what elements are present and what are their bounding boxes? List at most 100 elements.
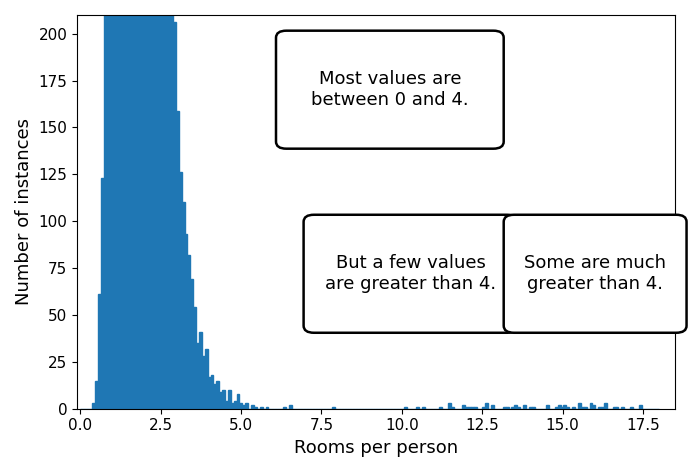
Bar [234,401,237,409]
Bar [462,405,465,409]
Bar [566,407,569,409]
Bar [104,0,106,409]
Bar [228,390,230,409]
Bar [532,407,535,409]
Bar [181,202,184,409]
Bar [482,407,485,409]
Bar [630,407,633,409]
Text: Most values are
between 0 and 4.: Most values are between 0 and 4. [311,70,469,109]
Bar [465,407,468,409]
Bar [245,403,248,409]
Bar [167,0,170,409]
Bar [127,0,130,409]
Bar [202,356,205,409]
Bar [130,0,132,409]
Bar [92,403,95,409]
Bar [199,332,202,409]
Bar [118,0,121,409]
Bar [138,0,141,409]
Bar [193,307,196,409]
Bar [416,407,419,409]
Bar [161,0,164,409]
Bar [213,384,217,409]
Bar [205,349,208,409]
Bar [101,178,104,409]
Bar [150,0,152,409]
Bar [152,0,155,409]
Bar [251,405,254,409]
Bar [190,279,193,409]
Bar [179,172,181,409]
Bar [593,405,595,409]
Bar [503,407,506,409]
Bar [288,405,292,409]
Bar [188,255,190,409]
Bar [613,407,615,409]
Bar [621,407,624,409]
Text: Some are much
greater than 4.: Some are much greater than 4. [524,254,666,293]
Bar [468,407,471,409]
Bar [601,407,604,409]
Bar [208,377,210,409]
Bar [404,407,407,409]
Bar [560,407,564,409]
Bar [485,403,489,409]
Bar [242,405,245,409]
Bar [514,405,518,409]
Bar [164,0,167,409]
Bar [132,0,135,409]
Bar [115,0,118,409]
Bar [584,407,586,409]
Bar [106,0,109,409]
Bar [112,0,115,409]
Bar [523,405,526,409]
Bar [170,0,173,409]
X-axis label: Rooms per person: Rooms per person [294,439,458,457]
Bar [239,403,242,409]
Bar [196,343,199,409]
Bar [144,0,147,409]
Bar [448,403,451,409]
Bar [581,407,584,409]
Bar [451,407,453,409]
Bar [237,394,239,409]
Bar [332,407,335,409]
Bar [95,380,98,409]
Bar [283,407,286,409]
Bar [598,407,601,409]
Bar [254,407,257,409]
Bar [546,405,549,409]
Bar [589,403,593,409]
Bar [259,407,263,409]
Y-axis label: Number of instances: Number of instances [15,118,33,305]
Bar [471,407,474,409]
Bar [98,295,101,409]
Bar [222,390,225,409]
Bar [210,375,213,409]
Bar [184,235,188,409]
Bar [639,405,642,409]
Bar [604,403,607,409]
Bar [491,405,494,409]
Bar [173,23,176,409]
Bar [219,392,222,409]
Bar [422,407,424,409]
Bar [511,407,514,409]
Bar [217,380,219,409]
Bar [558,405,560,409]
Bar [564,405,566,409]
Bar [176,110,179,409]
Bar [266,407,268,409]
Bar [225,401,228,409]
Bar [135,0,138,409]
Bar [124,0,127,409]
Bar [141,0,144,409]
Bar [578,403,581,409]
Bar [109,0,112,409]
Bar [159,0,161,409]
Bar [615,407,618,409]
Bar [155,0,159,409]
Text: But a few values
are greater than 4.: But a few values are greater than 4. [325,254,496,293]
Bar [439,407,442,409]
Bar [506,407,509,409]
